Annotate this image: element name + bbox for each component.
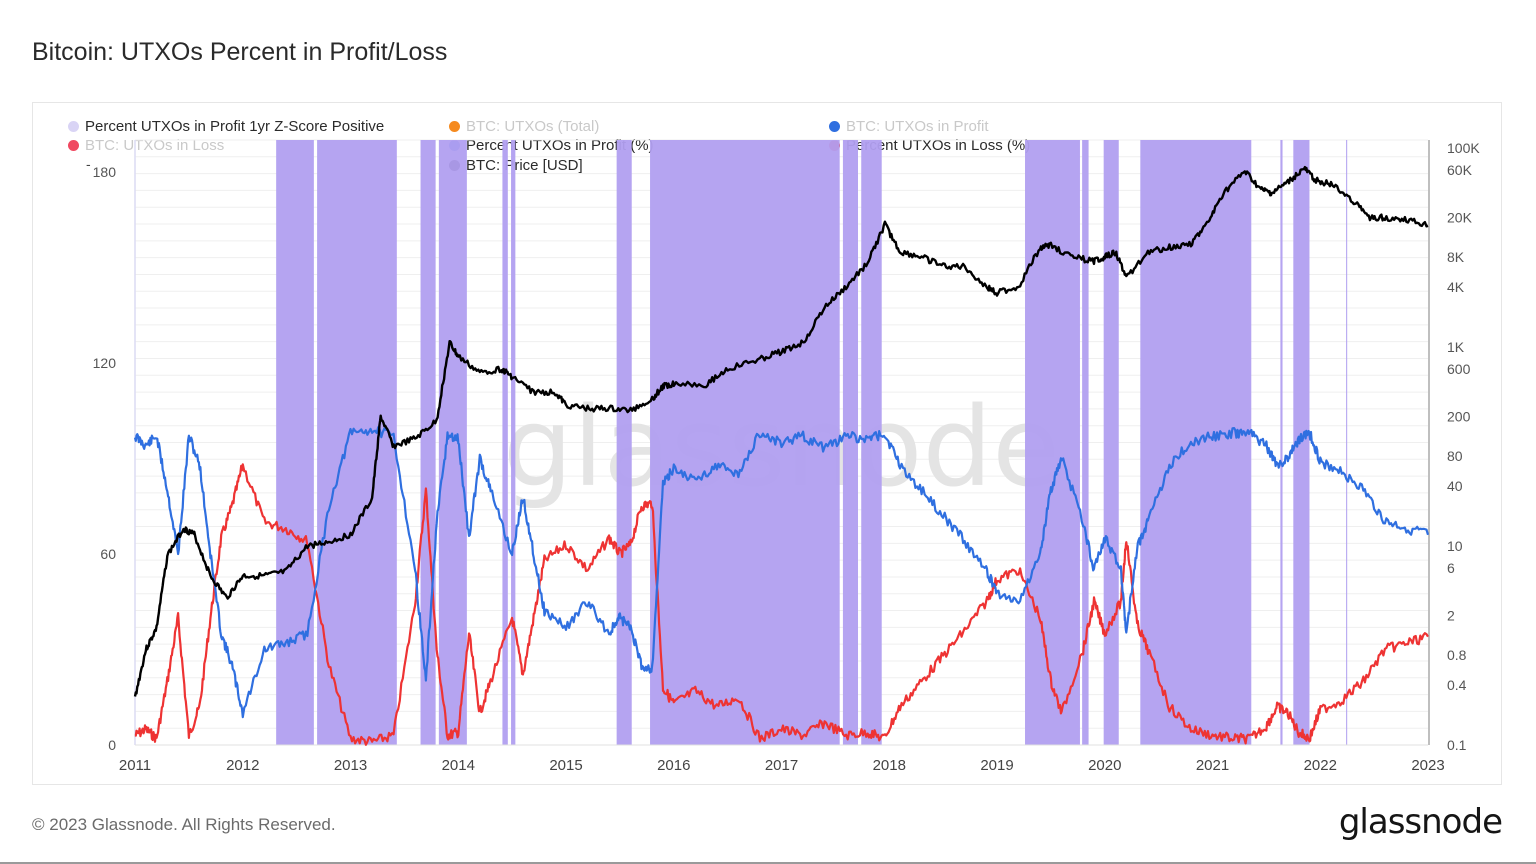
- zscore-band: [1280, 140, 1283, 745]
- zscore-band: [511, 140, 516, 745]
- right-axis-tick-label: 600: [1447, 361, 1471, 377]
- right-axis-tick-label: 80: [1447, 448, 1463, 464]
- legend-item-utxos-total[interactable]: BTC: UTXOs (Total): [449, 118, 599, 135]
- right-axis-tick-label: 0.4: [1447, 677, 1467, 693]
- right-axis-tick-label: 10: [1447, 538, 1463, 554]
- x-axis-tick-label: 2017: [765, 757, 798, 774]
- legend-label: BTC: UTXOs in Loss: [85, 137, 225, 154]
- right-axis-tick-label: 100K: [1447, 140, 1480, 156]
- zscore-band: [1103, 140, 1119, 745]
- legend-label: BTC: UTXOs (Total): [466, 118, 600, 135]
- legend-dot-icon: [68, 121, 79, 132]
- right-axis-tick-label: 0.1: [1447, 737, 1467, 753]
- legend-item-utxos-in-profit[interactable]: BTC: UTXOs in Profit: [829, 118, 989, 135]
- right-axis-tick-label: 200: [1447, 408, 1471, 424]
- chart-title: Bitcoin: UTXOs Percent in Profit/Loss: [32, 38, 448, 66]
- chart-frame: [32, 102, 1502, 785]
- x-axis-tick-label: 2023: [1411, 757, 1444, 774]
- glassnode-logo: glassnode: [1338, 802, 1503, 842]
- zscore-band: [1346, 140, 1348, 745]
- left-axis-tick-label: 60: [100, 546, 116, 562]
- x-axis-tick-label: 2016: [657, 757, 690, 774]
- x-axis-tick-label: 2022: [1304, 757, 1337, 774]
- legend-label: Percent UTXOs in Loss (%): [846, 137, 1031, 154]
- legend-dot-icon: [449, 121, 460, 132]
- zscore-band: [276, 140, 314, 745]
- legend-label: Percent UTXOs in Profit 1yr Z-Score Posi…: [85, 118, 385, 135]
- series-line-percent-profit: [133, 426, 1430, 719]
- x-axis-tick-label: 2021: [1196, 757, 1229, 774]
- legend-label: BTC: Price [USD]: [466, 157, 583, 174]
- x-axis-tick-label: 2015: [549, 757, 582, 774]
- x-axis-tick-label: 2013: [334, 757, 367, 774]
- series-line-percent-loss: [134, 463, 1429, 746]
- legend-dot-icon: [68, 140, 79, 151]
- right-axis-tick-label: 4K: [1447, 279, 1465, 295]
- zscore-band: [1140, 140, 1252, 745]
- right-axis-tick-label: 2: [1447, 608, 1455, 624]
- right-axis-tick-label: 8K: [1447, 249, 1465, 265]
- x-axis-tick-label: 2020: [1088, 757, 1121, 774]
- right-axis-tick-label: 40: [1447, 478, 1463, 494]
- right-axis-tick-label: 20K: [1447, 209, 1473, 225]
- zscore-band: [1293, 140, 1310, 745]
- zscore-band: [317, 140, 397, 745]
- right-axis-tick-label: 0.8: [1447, 647, 1467, 663]
- zscore-band: [502, 140, 508, 745]
- x-axis-tick-label: 2011: [119, 757, 151, 774]
- legend-label: BTC: UTXOs in Profit: [846, 118, 989, 135]
- x-axis-tick-label: 2018: [873, 757, 906, 774]
- left-axis-tick-label: 0: [108, 737, 116, 753]
- zscore-band: [438, 140, 467, 745]
- x-axis-tick-label: 2019: [980, 757, 1013, 774]
- right-axis-tick-label: 6: [1447, 560, 1455, 576]
- right-axis-tick-label: 60K: [1447, 162, 1473, 178]
- footer-copyright: © 2023 Glassnode. All Rights Reserved.: [32, 815, 336, 834]
- series-line-btc-price: [133, 165, 1429, 697]
- left-axis-tick-label: 120: [93, 355, 117, 371]
- zscore-band: [861, 140, 882, 745]
- right-axis-tick-label: 1K: [1447, 339, 1465, 355]
- left-axis-dash: -: [86, 156, 91, 172]
- x-axis-tick-label: 2014: [442, 757, 475, 774]
- left-axis-tick-label: 180: [93, 164, 117, 180]
- legend-item-utxos-in-loss[interactable]: BTC: UTXOs in Loss: [68, 137, 224, 154]
- zscore-band: [1082, 140, 1089, 745]
- x-axis-tick-label: 2012: [226, 757, 259, 774]
- legend-item-zscore-positive[interactable]: Percent UTXOs in Profit 1yr Z-Score Posi…: [68, 118, 384, 135]
- legend-dot-icon: [829, 121, 840, 132]
- zscore-band: [1025, 140, 1080, 745]
- zscore-band: [842, 140, 859, 745]
- bottom-divider: [0, 862, 1536, 864]
- zscore-band: [616, 140, 632, 745]
